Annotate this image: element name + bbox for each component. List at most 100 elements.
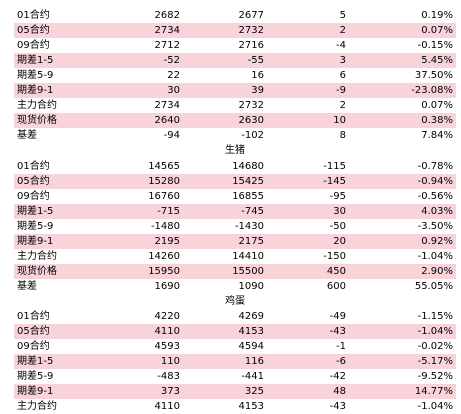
value-previous: -1430 — [234, 220, 264, 232]
value-change: 450 — [326, 265, 346, 277]
row-label: 01合约 — [17, 160, 50, 172]
value-change: -49 — [329, 310, 346, 322]
section-title: 鸡蛋 — [225, 295, 245, 307]
value-change: -4 — [336, 40, 346, 52]
row-label: 01合约 — [17, 10, 50, 22]
table-row: 期差9-1 373 325 48 14.77% — [14, 384, 456, 400]
row-label: 05合约 — [17, 326, 50, 338]
value-current: 4220 — [154, 310, 180, 322]
value-current: -94 — [163, 130, 180, 142]
value-previous: 325 — [244, 386, 264, 398]
section-header: 生猪 — [14, 143, 456, 158]
value-change: 600 — [326, 280, 346, 292]
value-previous: 2630 — [238, 115, 264, 127]
value-previous: 4594 — [238, 341, 264, 353]
value-previous: 116 — [244, 356, 264, 368]
value-change: -6 — [336, 356, 346, 368]
row-label: 09合约 — [17, 40, 50, 52]
value-change: 48 — [333, 386, 346, 398]
table-row: 05合约 2734 2732 2 0.07% — [14, 23, 456, 39]
table-row: 期差1-5 -52 -55 3 5.45% — [14, 53, 456, 69]
value-previous: 16855 — [232, 190, 264, 202]
value-current: 15950 — [148, 265, 180, 277]
value-previous: 16 — [251, 70, 264, 82]
value-current: 14260 — [148, 250, 180, 262]
value-change: -95 — [329, 190, 346, 202]
value-change-pct: -3.50% — [417, 220, 453, 232]
value-previous: -102 — [241, 130, 264, 142]
row-label: 09合约 — [17, 341, 50, 353]
value-change-pct: 7.84% — [421, 130, 453, 142]
value-current: 15280 — [148, 175, 180, 187]
value-change-pct: 0.07% — [421, 25, 453, 37]
value-change: -50 — [329, 220, 346, 232]
value-change: 10 — [333, 115, 346, 127]
table-row: 09合约 4593 4594 -1 -0.02% — [14, 339, 456, 354]
table-row: 01合约 14565 14680 -115 -0.78% — [14, 159, 456, 174]
value-current: 373 — [160, 386, 180, 398]
value-change: -150 — [323, 250, 346, 262]
value-current: -52 — [163, 55, 180, 67]
table-row: 期差1-5 110 116 -6 -5.17% — [14, 354, 456, 370]
value-current: 2640 — [154, 115, 180, 127]
value-current: 2682 — [154, 10, 180, 22]
value-previous: 4153 — [238, 401, 264, 413]
value-change: -43 — [329, 326, 346, 338]
value-current: 4110 — [154, 326, 180, 338]
value-change-pct: -1.04% — [417, 326, 453, 338]
value-change-pct: -0.15% — [417, 40, 453, 52]
value-change: 3 — [339, 55, 346, 67]
value-change-pct: -1.04% — [417, 401, 453, 413]
table-row: 主力合约 2734 2732 2 0.07% — [14, 98, 456, 113]
value-current: 1690 — [154, 280, 180, 292]
price-table: 01合约 2682 2677 5 0.19% 05合约 2734 2732 2 … — [14, 0, 456, 414]
table-row: 主力合约 14260 14410 -150 -1.04% — [14, 249, 456, 264]
value-change: -42 — [329, 371, 346, 383]
value-change-pct: 0.38% — [421, 115, 453, 127]
table-row: 01合约 2682 2677 5 0.19% — [14, 8, 456, 23]
value-current: -715 — [157, 205, 180, 217]
row-label: 现货价格 — [17, 115, 57, 127]
row-label: 期差9-1 — [17, 235, 54, 247]
value-previous: 2732 — [238, 25, 264, 37]
value-change: 20 — [333, 235, 346, 247]
value-current: -1480 — [150, 220, 180, 232]
row-label: 09合约 — [17, 190, 50, 202]
row-label: 期差9-1 — [17, 386, 54, 398]
table-row: 基差 1690 1090 600 55.05% — [14, 279, 456, 294]
table-row: 期差1-5 -715 -745 30 4.03% — [14, 203, 456, 219]
value-previous: 2677 — [238, 10, 264, 22]
section-title: 生猪 — [225, 145, 245, 157]
value-change-pct: -1.15% — [417, 310, 453, 322]
value-change: 2 — [339, 100, 346, 112]
value-change-pct: 55.05% — [414, 280, 453, 292]
value-change-pct: 4.03% — [421, 205, 453, 217]
value-change-pct: 37.50% — [414, 70, 453, 82]
row-label: 期差1-5 — [17, 356, 54, 368]
table-row: 现货价格 15950 15500 450 2.90% — [14, 263, 456, 279]
value-change-pct: -0.78% — [417, 160, 453, 172]
value-previous: 2716 — [238, 40, 264, 52]
value-change-pct: -0.56% — [417, 190, 453, 202]
value-previous: 14410 — [232, 250, 264, 262]
row-label: 现货价格 — [17, 265, 57, 277]
value-change-pct: -0.02% — [417, 341, 453, 353]
table-row: 基差 -94 -102 8 7.84% — [14, 128, 456, 143]
value-change-pct: 14.77% — [414, 386, 453, 398]
table-row: 09合约 2712 2716 -4 -0.15% — [14, 38, 456, 53]
value-change: -145 — [323, 175, 346, 187]
row-label: 主力合约 — [17, 250, 57, 262]
value-change-pct: -1.04% — [417, 250, 453, 262]
value-current: 14565 — [148, 160, 180, 172]
row-label: 主力合约 — [17, 401, 57, 413]
row-label: 05合约 — [17, 25, 50, 37]
value-previous: 4153 — [238, 326, 264, 338]
table-row: 期差9-1 2195 2175 20 0.92% — [14, 233, 456, 249]
value-current: 2734 — [154, 100, 180, 112]
table-row: 01合约 4220 4269 -49 -1.15% — [14, 309, 456, 324]
value-previous: -745 — [241, 205, 264, 217]
value-change: -43 — [329, 401, 346, 413]
value-change-pct: 0.19% — [421, 10, 453, 22]
value-previous: -441 — [241, 371, 264, 383]
table-row: 期差5-9 -483 -441 -42 -9.52% — [14, 369, 456, 384]
